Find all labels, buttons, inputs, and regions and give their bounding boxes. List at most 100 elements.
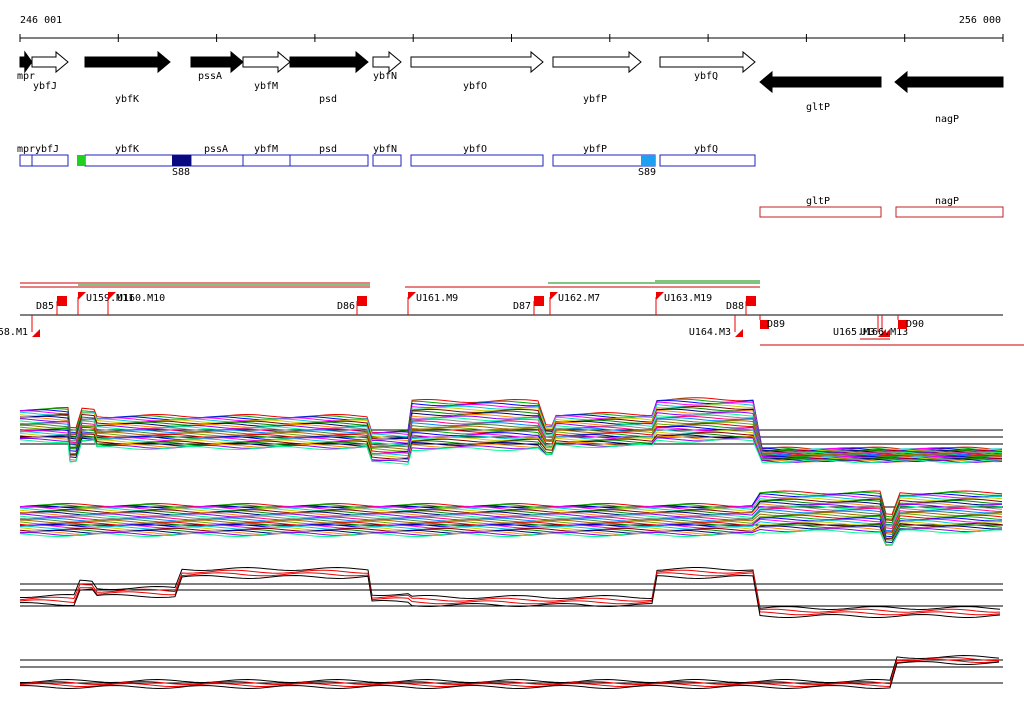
annotation-box (659, 154, 756, 167)
feature-label: D86 (337, 301, 355, 312)
gene-label: psd (319, 94, 337, 105)
feature-marker (550, 292, 558, 300)
feature-label: U165.M3 (833, 327, 875, 338)
site-label: S88 (172, 167, 190, 178)
feature-label: U160.M10 (117, 293, 165, 304)
gene-label: ybfK (115, 94, 139, 105)
annotation-label: ybfQ (694, 144, 718, 155)
gene-arrow (372, 50, 402, 74)
feature-label: U163.M19 (664, 293, 712, 304)
gene-label: nagP (935, 114, 959, 125)
gene-arrow (242, 50, 291, 74)
ruler-start: 246 001 (20, 15, 62, 26)
expression-trace (19, 430, 1003, 461)
annotation-box (242, 154, 291, 167)
gene-label: ybfM (254, 81, 278, 92)
annotation-label: mpr (17, 144, 35, 155)
gene-arrow (759, 70, 882, 94)
expression-trace (20, 654, 1000, 684)
feature-label: U162.M7 (558, 293, 600, 304)
feature-label: 58.M1 (0, 327, 28, 338)
feature-marker (57, 296, 67, 306)
annotation-label: ybfN (373, 144, 397, 155)
site-label: S89 (638, 167, 656, 178)
expression-trace (19, 529, 1002, 546)
gene-arrow (410, 50, 544, 74)
reverse-label: gltP (806, 196, 830, 207)
gene-label: ybfO (463, 81, 487, 92)
feature-label: U161.M9 (416, 293, 458, 304)
expression-trace (19, 569, 1001, 613)
gene-arrow (659, 50, 756, 74)
gene-arrow (894, 70, 1004, 94)
annotation-label: ybfM (254, 144, 278, 155)
expression-trace (19, 402, 1002, 453)
feature-marker (32, 329, 40, 337)
gene-arrow (190, 50, 244, 74)
gene-arrow (552, 50, 642, 74)
annotation-box (84, 154, 244, 167)
feature-marker (656, 292, 664, 300)
reverse-label: nagP (935, 196, 959, 207)
gene-label: pssA (198, 71, 222, 82)
gene-arrow (19, 50, 33, 74)
feature-marker (746, 296, 756, 306)
feature-label: D89 (767, 319, 785, 330)
feature-marker (735, 329, 743, 337)
expression-trace (19, 572, 1001, 616)
expression-trace (19, 438, 1002, 465)
site-box (77, 155, 85, 166)
gene-label: ybfN (373, 71, 397, 82)
reverse-box (895, 206, 1004, 218)
annotation-box (190, 154, 244, 167)
feature-label: D90 (906, 319, 924, 330)
reverse-box (759, 206, 882, 218)
feature-label: D87 (513, 301, 531, 312)
annotation-box (372, 154, 402, 167)
annotation-box (552, 154, 656, 167)
feature-marker (534, 296, 544, 306)
gene-label: mpr (17, 71, 35, 82)
annotation-label: ybfO (463, 144, 487, 155)
ruler-end: 256 000 (959, 15, 1001, 26)
feature-marker (408, 292, 416, 300)
feature-label: U159.M11 (86, 293, 134, 304)
feature-label: D85 (36, 301, 54, 312)
expression-trace (19, 415, 1003, 457)
annotation-label: ybfP (583, 144, 607, 155)
expression-trace (19, 656, 999, 686)
annotation-label: ybfK (115, 144, 139, 155)
gene-label: gltP (806, 102, 830, 113)
feature-marker (898, 320, 907, 329)
gene-label: ybfJ (33, 81, 57, 92)
annotation-box (410, 154, 544, 167)
expression-trace (20, 566, 1001, 611)
annotation-label: psd (319, 144, 337, 155)
feature-label: U166.M13 (860, 327, 908, 338)
feature-marker (357, 296, 367, 306)
site-box (172, 155, 191, 166)
feature-label: D88 (726, 301, 744, 312)
annotation-box (19, 154, 33, 167)
expression-trace (19, 659, 1000, 688)
feature-marker (108, 292, 116, 300)
gene-arrow (84, 50, 171, 74)
expression-trace (19, 660, 1000, 690)
gene-label: ybfP (583, 94, 607, 105)
annotation-label: ybfJ (35, 144, 59, 155)
feature-marker (760, 320, 769, 329)
expression-trace (19, 574, 1001, 618)
annotation-box (289, 154, 369, 167)
expression-trace (19, 398, 1003, 452)
gene-arrow (31, 50, 69, 74)
gene-label: ybfQ (694, 71, 718, 82)
annotation-label: pssA (204, 144, 228, 155)
annotation-box (31, 154, 69, 167)
feature-marker (78, 292, 86, 300)
feature-label: U164.M3 (689, 327, 731, 338)
feature-marker (882, 329, 890, 337)
expression-trace (19, 528, 1003, 546)
site-box (641, 155, 655, 166)
gene-arrow (289, 50, 369, 74)
